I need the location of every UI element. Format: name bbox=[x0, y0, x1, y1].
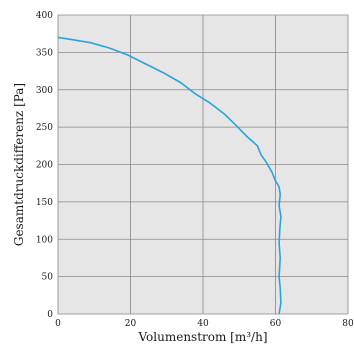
y-tick-label: 300 bbox=[36, 86, 53, 96]
y-tick-label: 200 bbox=[36, 161, 53, 171]
x-tick-label: 0 bbox=[55, 319, 61, 329]
series-line bbox=[57, 36, 282, 315]
x-axis-label: Volumenstrom [m³/h] bbox=[137, 330, 267, 344]
y-tick-label: 400 bbox=[36, 11, 53, 21]
y-tick-label: 250 bbox=[36, 123, 53, 133]
y-tick-label: 50 bbox=[42, 273, 54, 283]
y-tick-label: 0 bbox=[47, 310, 53, 320]
tick-labels: 0 20 40 60 80 0 50 100 150 200 250 300 350 400 bbox=[36, 11, 354, 329]
grid-lines bbox=[57, 14, 349, 315]
y-tick-label: 100 bbox=[36, 235, 53, 245]
y-tick-label: 150 bbox=[36, 198, 53, 208]
y-axis-label: Gesamtdruckdifferenz [Pa] bbox=[12, 83, 26, 246]
x-tick-label: 80 bbox=[342, 319, 354, 329]
x-tick-label: 40 bbox=[197, 319, 209, 329]
x-tick-label: 20 bbox=[125, 319, 137, 329]
x-tick-label: 60 bbox=[270, 319, 282, 329]
y-tick-label: 350 bbox=[36, 48, 53, 58]
